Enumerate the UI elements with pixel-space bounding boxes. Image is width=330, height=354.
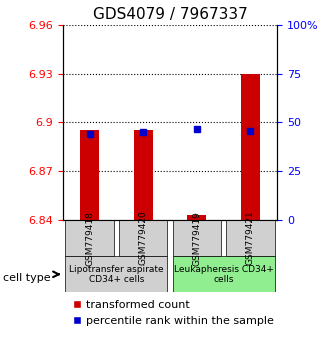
FancyBboxPatch shape (226, 220, 275, 256)
Bar (80, 131, 99, 220)
FancyBboxPatch shape (173, 220, 221, 256)
FancyBboxPatch shape (65, 220, 114, 256)
FancyBboxPatch shape (173, 256, 275, 292)
Legend: transformed count, percentile rank within the sample: transformed count, percentile rank withi… (68, 296, 278, 330)
Text: Lipotransfer aspirate
CD34+ cells: Lipotransfer aspirate CD34+ cells (69, 265, 164, 284)
Text: cell type: cell type (3, 273, 51, 283)
Text: Leukapheresis CD34+
cells: Leukapheresis CD34+ cells (174, 265, 274, 284)
Text: GSM779420: GSM779420 (139, 211, 148, 266)
Text: GSM779419: GSM779419 (192, 211, 201, 266)
Bar (134, 131, 152, 220)
Title: GDS4079 / 7967337: GDS4079 / 7967337 (93, 7, 247, 22)
Bar (241, 74, 260, 220)
FancyBboxPatch shape (65, 256, 167, 292)
Text: GSM779418: GSM779418 (85, 211, 94, 266)
Text: GSM779421: GSM779421 (246, 211, 255, 266)
Bar (187, 215, 206, 220)
FancyBboxPatch shape (119, 220, 167, 256)
